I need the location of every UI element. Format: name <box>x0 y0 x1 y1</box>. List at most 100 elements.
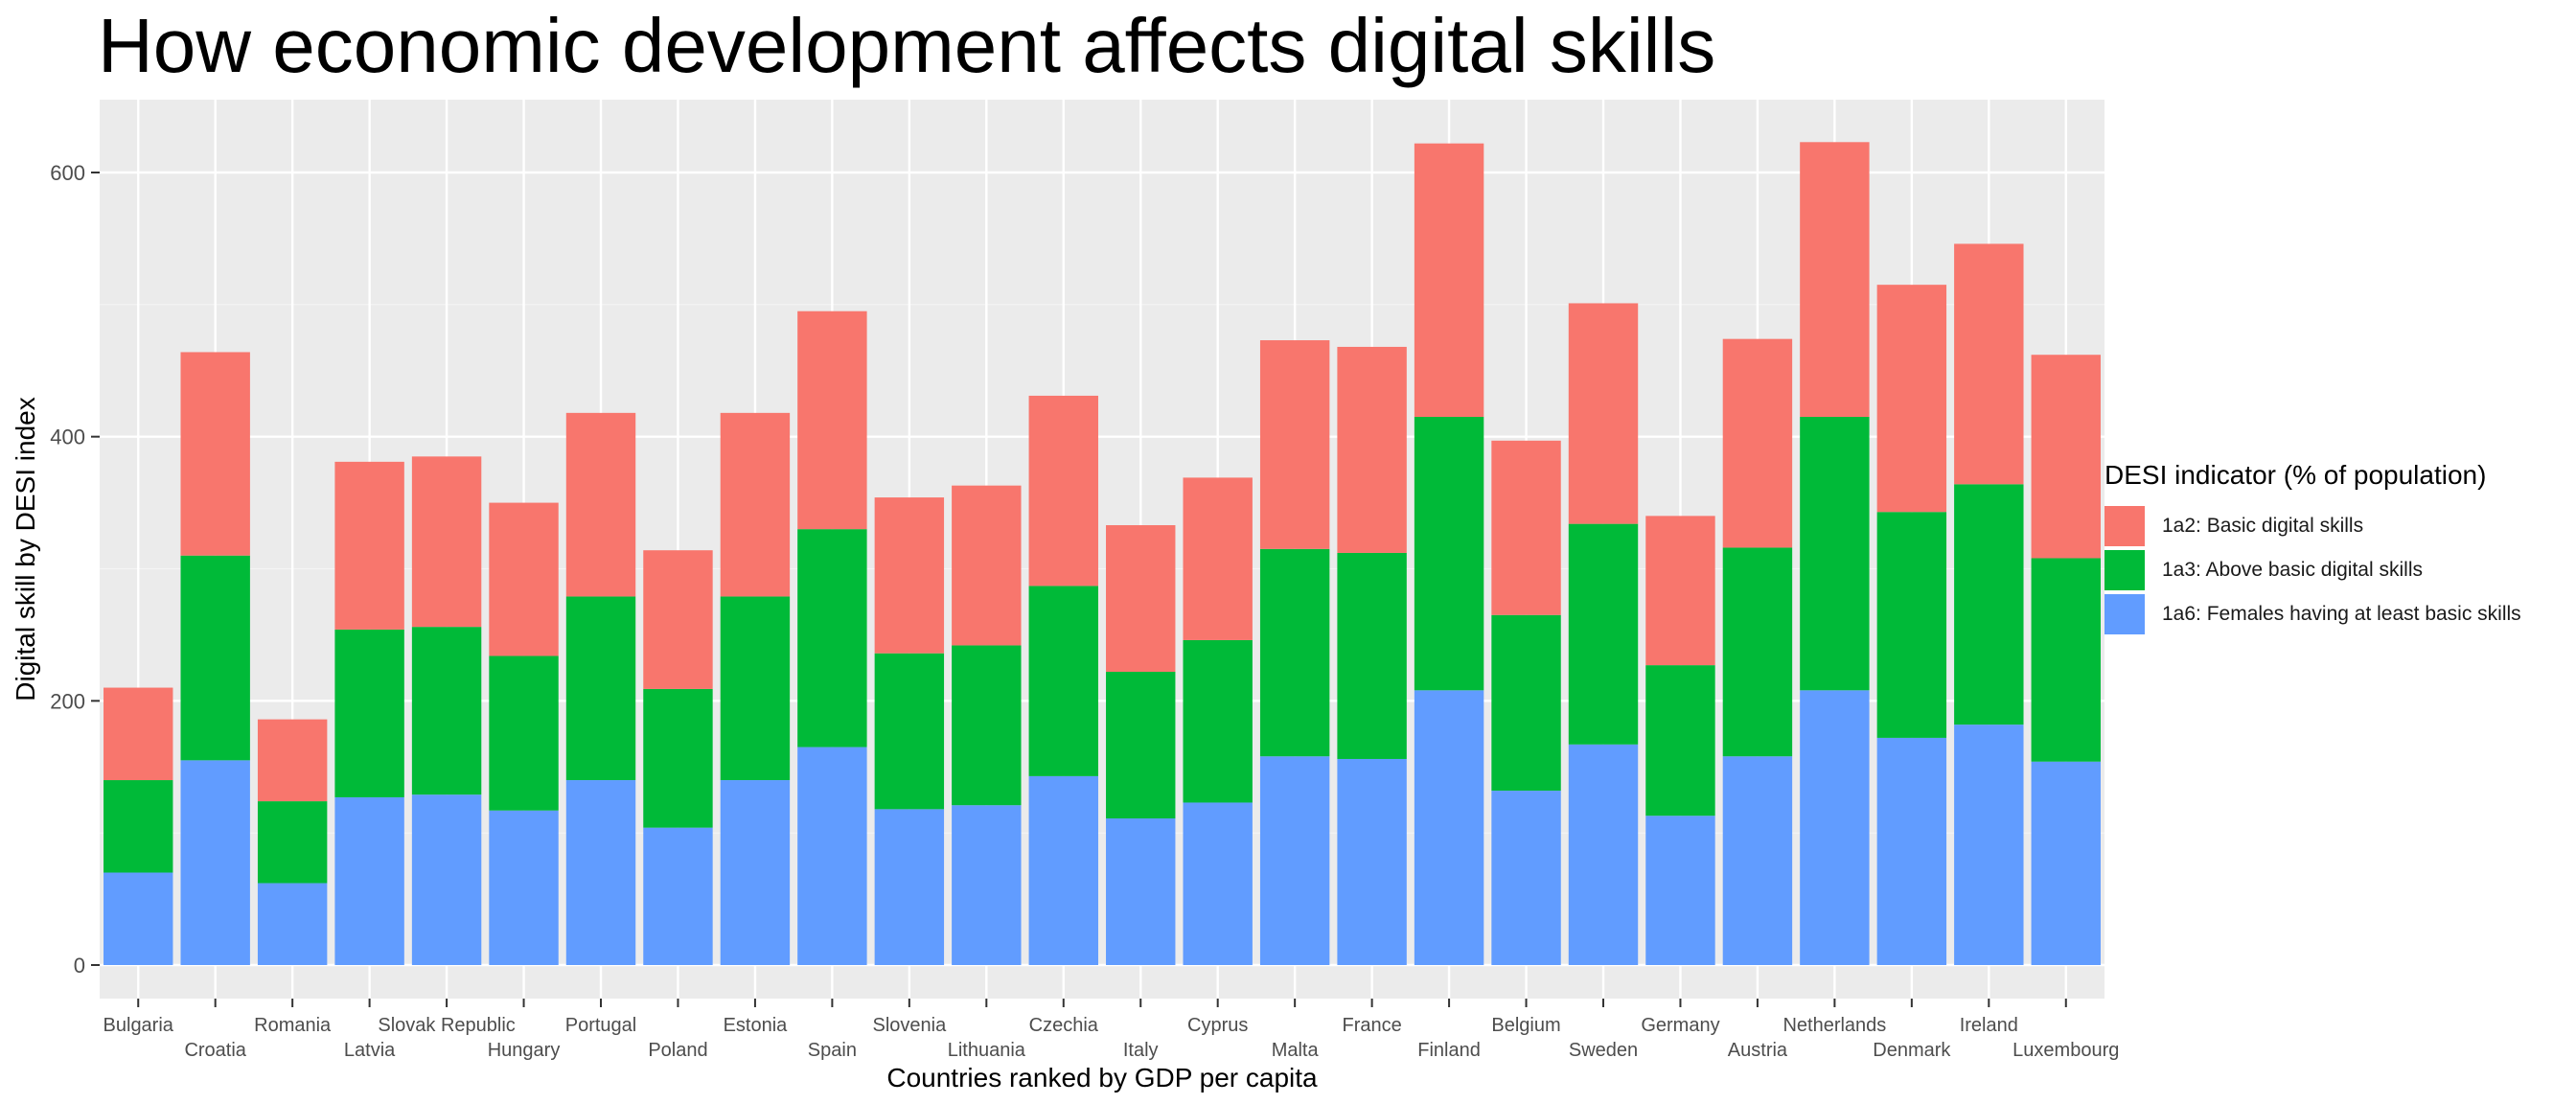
x-tick-label-slovenia: Slovenia <box>872 1015 947 1036</box>
x-tick-label-czechia: Czechia <box>1029 1015 1099 1036</box>
bar-luxembourg-1a2 <box>2031 355 2101 559</box>
bar-slovenia-1a3 <box>874 653 945 810</box>
bar-estonia-1a2 <box>720 412 791 597</box>
x-tick-label-belgium: Belgium <box>1491 1015 1560 1036</box>
bar-finland-1a6 <box>1414 690 1484 965</box>
x-tick-label-sweden: Sweden <box>1569 1040 1638 1061</box>
bar-poland-1a2 <box>643 550 713 689</box>
bar-romania-1a2 <box>257 719 328 802</box>
bar-romania-1a3 <box>257 801 328 884</box>
legend-item-1a3: 1a3: Above basic digital skills <box>2104 548 2564 592</box>
bar-romania-1a6 <box>257 883 328 965</box>
y-tick-label: 0 <box>74 954 85 978</box>
bar-sweden-1a2 <box>1568 303 1639 524</box>
bar-poland-1a3 <box>643 688 713 828</box>
x-tick-label-estonia: Estonia <box>724 1015 789 1036</box>
bar-france-1a2 <box>1337 346 1407 553</box>
bar-ireland-1a6 <box>1954 724 2024 965</box>
bar-latvia-1a3 <box>334 629 404 797</box>
legend-label-1a6: 1a6: Females having at least basic skill… <box>2162 603 2521 625</box>
bar-croatia-1a2 <box>180 352 250 556</box>
x-tick-label-france: France <box>1342 1015 1401 1036</box>
bar-malta-1a2 <box>1259 340 1330 549</box>
x-tick-label-poland: Poland <box>648 1040 707 1061</box>
bar-slovenia-1a2 <box>874 497 945 654</box>
bar-hungary-1a3 <box>489 656 559 811</box>
bar-cyprus-1a6 <box>1183 802 1253 965</box>
bar-cyprus-1a3 <box>1183 639 1253 803</box>
x-tick-label-ireland: Ireland <box>1960 1015 2018 1036</box>
bar-portugal-1a2 <box>565 412 636 597</box>
bar-latvia-1a6 <box>334 796 404 965</box>
bar-slovak-republic-1a2 <box>411 456 482 628</box>
x-tick-label-luxembourg: Luxembourg <box>2012 1040 2119 1061</box>
bar-spain-1a3 <box>797 529 867 748</box>
bar-finland-1a3 <box>1414 416 1484 691</box>
legend-label-1a3: 1a3: Above basic digital skills <box>2162 559 2423 581</box>
bar-germany-1a2 <box>1645 516 1715 666</box>
bar-netherlands-1a6 <box>1800 690 1870 965</box>
bar-netherlands-1a3 <box>1800 416 1870 691</box>
x-tick-label-malta: Malta <box>1272 1040 1320 1061</box>
y-axis-title: Digital skill by DESI index <box>11 397 40 701</box>
bar-belgium-1a3 <box>1491 614 1561 792</box>
bar-austria-1a6 <box>1722 756 1793 965</box>
x-tick-label-lithuania: Lithuania <box>948 1040 1026 1061</box>
bar-hungary-1a6 <box>489 810 559 965</box>
legend-item-1a6: 1a6: Females having at least basic skill… <box>2104 592 2564 636</box>
bar-italy-1a3 <box>1106 672 1176 819</box>
x-tick-label-croatia: Croatia <box>184 1040 246 1061</box>
bar-latvia-1a2 <box>334 461 404 630</box>
bar-denmark-1a6 <box>1876 737 1947 965</box>
bar-slovak-republic-1a3 <box>411 627 482 795</box>
x-tick-label-spain: Spain <box>808 1040 857 1061</box>
x-tick-label-denmark: Denmark <box>1873 1040 1951 1061</box>
bar-belgium-1a6 <box>1491 791 1561 965</box>
bar-czechia-1a2 <box>1028 395 1098 586</box>
x-tick-label-hungary: Hungary <box>488 1040 561 1061</box>
bar-germany-1a3 <box>1645 665 1715 816</box>
legend-item-1a2: 1a2: Basic digital skills <box>2104 504 2564 548</box>
x-tick-label-slovak-republic: Slovak Republic <box>378 1015 515 1036</box>
bar-luxembourg-1a3 <box>2031 558 2101 762</box>
legend-label-1a2: 1a2: Basic digital skills <box>2162 515 2364 537</box>
x-tick-label-romania: Romania <box>254 1015 332 1036</box>
bar-czechia-1a6 <box>1028 775 1098 965</box>
bar-portugal-1a6 <box>565 780 636 965</box>
bar-spain-1a6 <box>797 747 867 965</box>
bar-lithuania-1a2 <box>952 485 1022 646</box>
bar-denmark-1a3 <box>1876 512 1947 738</box>
bar-czechia-1a3 <box>1028 586 1098 776</box>
legend-key-1a2 <box>2104 506 2145 546</box>
bar-austria-1a3 <box>1722 547 1793 757</box>
x-tick-label-italy: Italy <box>1123 1040 1159 1061</box>
bar-slovenia-1a6 <box>874 809 945 965</box>
bar-bulgaria-1a3 <box>104 780 173 873</box>
y-tick-label: 600 <box>50 161 85 185</box>
bar-portugal-1a3 <box>565 596 636 781</box>
bar-slovak-republic-1a6 <box>411 794 482 965</box>
bar-netherlands-1a2 <box>1800 142 1870 417</box>
bar-croatia-1a3 <box>180 555 250 761</box>
legend-key-1a3 <box>2104 550 2145 590</box>
bar-poland-1a6 <box>643 827 713 965</box>
x-tick-label-germany: Germany <box>1641 1015 1719 1036</box>
bar-croatia-1a6 <box>180 760 250 965</box>
bar-austria-1a2 <box>1722 338 1793 548</box>
bar-lithuania-1a3 <box>952 645 1022 806</box>
x-tick-label-cyprus: Cyprus <box>1187 1015 1248 1036</box>
bar-sweden-1a3 <box>1568 523 1639 745</box>
bar-malta-1a6 <box>1259 756 1330 965</box>
chart-title: How economic development affects digital… <box>98 3 1716 88</box>
x-tick-label-netherlands: Netherlands <box>1782 1015 1886 1036</box>
bar-sweden-1a6 <box>1568 744 1639 965</box>
bar-estonia-1a3 <box>720 596 791 781</box>
bar-hungary-1a2 <box>489 502 559 656</box>
x-axis-title: Countries ranked by GDP per capita <box>886 1063 1318 1092</box>
bar-bulgaria-1a6 <box>104 872 173 965</box>
legend: DESI indicator (% of population) 1a2: Ba… <box>2104 460 2564 636</box>
bar-malta-1a3 <box>1259 548 1330 757</box>
x-tick-label-portugal: Portugal <box>565 1015 637 1036</box>
legend-title: DESI indicator (% of population) <box>2104 460 2487 490</box>
